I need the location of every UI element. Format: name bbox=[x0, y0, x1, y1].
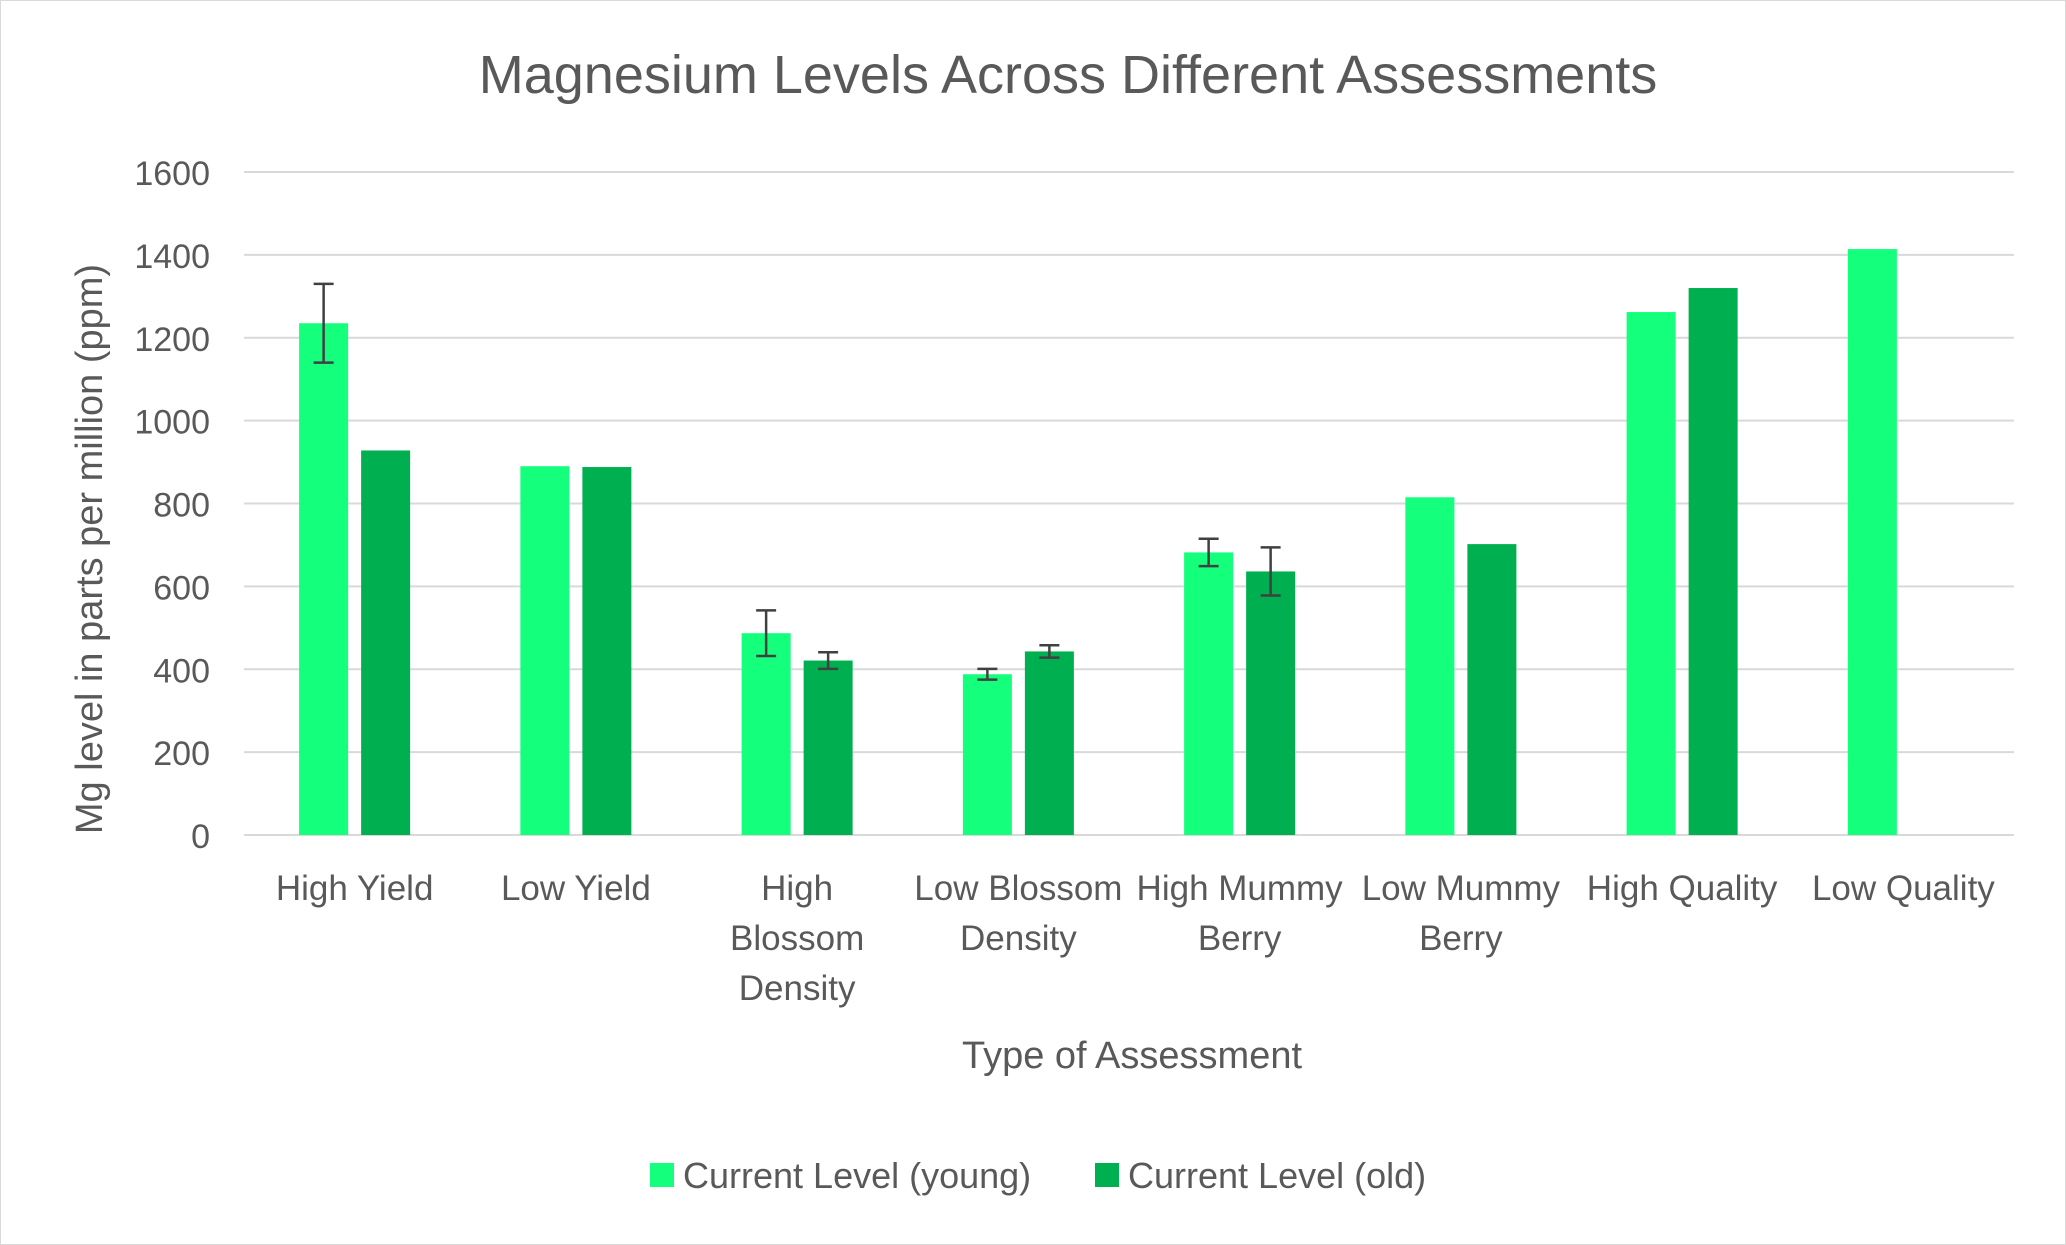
bar bbox=[741, 633, 791, 835]
x-tick-label: Low Yield bbox=[501, 869, 651, 908]
error-bar bbox=[1260, 546, 1281, 597]
error-bar bbox=[977, 667, 998, 681]
x-tick-label-line: High Quality bbox=[1587, 869, 1778, 908]
legend: Current Level (young) Current Level (old) bbox=[650, 1155, 1426, 1196]
error-bar bbox=[756, 609, 777, 658]
y-tick-label: 1000 bbox=[134, 404, 210, 442]
bar bbox=[520, 466, 570, 835]
x-tick-label-line: High Yield bbox=[276, 869, 434, 908]
x-tick-label-line: High bbox=[761, 869, 833, 908]
x-axis-label: Type of Assessment bbox=[962, 1035, 1302, 1077]
x-tick-label: High Mummy Berry bbox=[1137, 869, 1344, 958]
bar bbox=[1405, 497, 1455, 835]
y-tick-label: 600 bbox=[153, 569, 210, 607]
bar bbox=[299, 323, 349, 835]
bar bbox=[361, 450, 411, 835]
error-bar bbox=[1198, 537, 1219, 568]
bar bbox=[803, 660, 853, 835]
bar bbox=[962, 674, 1012, 835]
y-tick-label: 1400 bbox=[134, 238, 210, 276]
bar bbox=[1246, 571, 1296, 835]
x-tick-label: Low Mummy Berry bbox=[1362, 869, 1561, 958]
chart-title: Magnesium Levels Across Different Assess… bbox=[479, 45, 1658, 105]
x-tick-label-line: Low Mummy bbox=[1362, 869, 1561, 908]
x-tick-label-line: High Mummy bbox=[1137, 869, 1344, 908]
y-tick-label: 1200 bbox=[134, 321, 210, 359]
bar bbox=[1024, 651, 1074, 835]
bar bbox=[582, 467, 632, 835]
y-tick-label: 200 bbox=[153, 735, 210, 773]
error-bar bbox=[1039, 643, 1060, 659]
error-bar bbox=[818, 651, 839, 671]
bar bbox=[1626, 312, 1676, 836]
bar bbox=[1847, 249, 1897, 836]
y-axis-label: Mg level in parts per million (ppm) bbox=[69, 264, 111, 834]
x-tick-label-line: Low Quality bbox=[1812, 869, 1995, 908]
bar bbox=[1184, 552, 1234, 835]
bars bbox=[299, 249, 1897, 836]
y-tick-label: 0 bbox=[191, 818, 210, 856]
bar bbox=[1467, 544, 1517, 835]
bar bbox=[1688, 288, 1738, 835]
x-tick-label: Low Blossom Density bbox=[914, 869, 1122, 958]
legend-swatch bbox=[1095, 1163, 1119, 1187]
x-tick-label: High Yield bbox=[276, 869, 434, 908]
error-bar bbox=[313, 282, 334, 364]
y-axis-ticks: 0 200 400 600 800 1000 1200 1400 1600 bbox=[134, 155, 210, 856]
x-tick-label-line: Blossom bbox=[730, 919, 864, 958]
y-tick-label: 800 bbox=[153, 487, 210, 525]
x-tick-label-line: Low Yield bbox=[501, 869, 651, 908]
legend-swatch bbox=[650, 1163, 674, 1187]
x-tick-label-line: Density bbox=[960, 919, 1077, 958]
y-tick-label: 400 bbox=[153, 652, 210, 690]
x-axis-ticks: High Yield Low Yield High Blossom DensityLow… bbox=[276, 869, 1995, 1008]
gridlines bbox=[244, 171, 2014, 836]
legend-label: Current Level (old) bbox=[1128, 1155, 1426, 1196]
legend-label: Current Level (young) bbox=[683, 1155, 1031, 1196]
x-tick-label-line: Berry bbox=[1419, 919, 1503, 958]
error-bars bbox=[313, 282, 1281, 681]
x-tick-label: High Blossom Density bbox=[730, 869, 864, 1008]
x-tick-label-line: Berry bbox=[1198, 919, 1282, 958]
y-tick-label: 1600 bbox=[134, 155, 210, 193]
x-tick-label-line: Low Blossom bbox=[914, 869, 1122, 908]
x-tick-label-line: Density bbox=[739, 969, 856, 1008]
x-tick-label: High Quality bbox=[1587, 869, 1778, 908]
x-tick-label: Low Quality bbox=[1812, 869, 1995, 908]
